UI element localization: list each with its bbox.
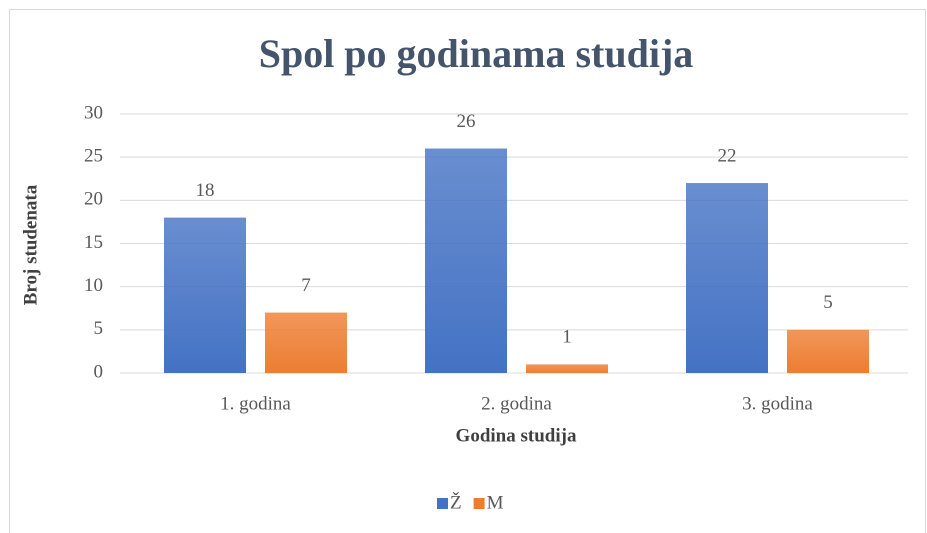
bar (164, 217, 246, 373)
y-tick-label: 5 (94, 318, 104, 339)
bar (787, 329, 869, 373)
y-tick-label: 20 (84, 189, 103, 210)
bar (686, 183, 768, 373)
legend-swatch (437, 498, 448, 509)
data-label: 22 (718, 145, 737, 166)
y-axis-label: Broj studenata (20, 184, 41, 305)
y-tick-label: 15 (84, 232, 103, 253)
x-tick-label: 2. godina (481, 393, 552, 414)
legend-label: M (487, 492, 504, 513)
y-tick-label: 0 (94, 361, 104, 382)
bar (526, 364, 608, 373)
y-tick-label: 25 (84, 146, 103, 167)
data-label: 7 (301, 275, 311, 296)
y-tick-label: 30 (84, 102, 103, 123)
data-label: 26 (457, 111, 476, 132)
data-label: 5 (823, 292, 833, 313)
bar (425, 148, 507, 373)
x-tick-label: 1. godina (220, 393, 291, 414)
data-label: 18 (196, 180, 215, 201)
legend-label: Ž (450, 491, 462, 513)
data-label: 1 (562, 327, 572, 348)
legend-swatch (473, 498, 485, 509)
y-tick-label: 10 (84, 275, 103, 296)
bar (265, 312, 347, 373)
x-axis-label: Godina studija (456, 425, 577, 446)
chart-title: Spol po godinama studija (259, 31, 694, 76)
x-tick-label: 3. godina (742, 393, 813, 414)
